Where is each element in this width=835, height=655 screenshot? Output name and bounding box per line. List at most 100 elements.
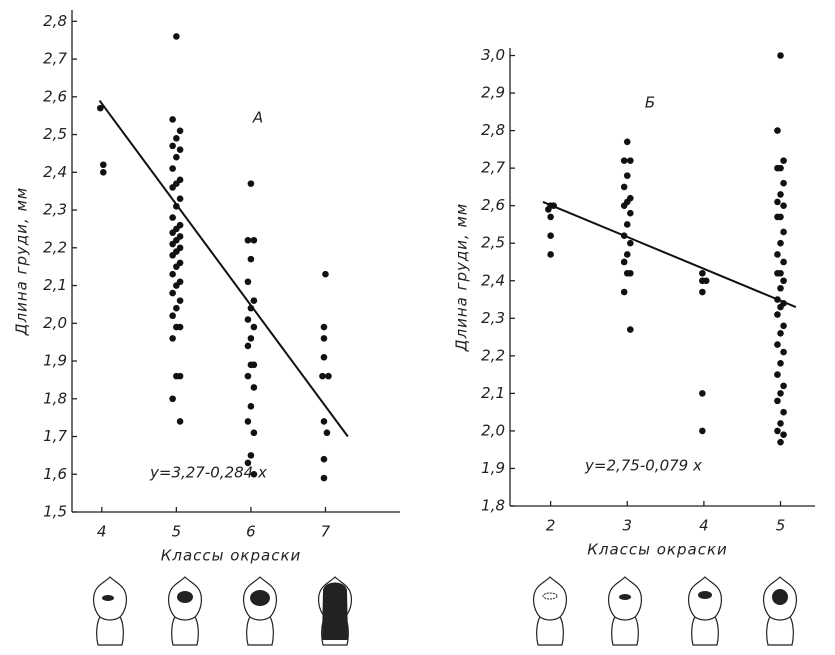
point (780, 382, 787, 390)
y-tick-label: 1,9 (481, 459, 505, 477)
point (250, 236, 258, 244)
point (777, 284, 784, 292)
coloring-icon (92, 576, 128, 646)
point (320, 323, 328, 331)
point (173, 263, 180, 270)
coloring-icon (687, 576, 723, 646)
point (320, 335, 328, 342)
equation: y=2,75-0,079 x (584, 457, 702, 475)
point (780, 348, 787, 356)
point (777, 330, 784, 337)
point (323, 429, 331, 437)
point (320, 474, 328, 482)
icon-spot (542, 592, 558, 600)
point (620, 157, 628, 164)
point (777, 52, 784, 59)
point (627, 326, 634, 333)
y-tick-label: 2,0 (481, 421, 505, 439)
point (176, 195, 184, 203)
coloring-icon (607, 576, 643, 646)
point (176, 127, 184, 135)
x-axis-label: Классы окраски (587, 541, 728, 559)
y-tick-label: 2,3 (43, 201, 67, 219)
point (244, 316, 252, 323)
y-tick-label: 2,1 (43, 276, 67, 294)
y-axis-label: Длина груди, мм (453, 203, 471, 352)
y-tick-label: 2,5 (481, 234, 505, 252)
point (780, 277, 787, 285)
point (325, 372, 332, 380)
point (169, 395, 176, 403)
point (173, 153, 180, 161)
x-tick-label: 7 (321, 523, 331, 541)
point (173, 33, 180, 40)
point (100, 161, 107, 169)
x-tick-label: 4 (97, 523, 107, 541)
point (176, 418, 184, 425)
y-tick-label: 2,7 (481, 159, 505, 177)
point (169, 184, 176, 191)
point (173, 323, 180, 331)
y-tick-label: 1,8 (481, 497, 505, 515)
point (176, 146, 184, 153)
icon-spot (177, 591, 193, 603)
point (627, 157, 634, 164)
point (250, 429, 258, 437)
point (774, 397, 781, 405)
y-tick-label: 2,5 (43, 125, 67, 143)
point (320, 418, 328, 425)
regression-line (542, 200, 797, 308)
point (774, 269, 781, 277)
y-tick-label: 2,8 (481, 121, 505, 139)
y-tick-label: 2,0 (43, 314, 67, 332)
icon-spot (698, 591, 712, 599)
y-tick-label: 2,2 (481, 346, 505, 364)
y-tick-label: 1,6 (43, 465, 67, 483)
point (247, 403, 255, 410)
point (623, 138, 631, 146)
x-tick-label: 3 (622, 517, 632, 535)
point (169, 214, 176, 221)
point (169, 270, 176, 278)
point (780, 258, 787, 266)
point (169, 142, 176, 150)
point (169, 335, 176, 342)
icon-spot (619, 594, 631, 600)
point (322, 270, 329, 278)
x-tick-label: 5 (776, 517, 786, 535)
panel-label: А (252, 109, 263, 127)
coloring-icon (167, 576, 203, 646)
y-tick-label: 1,5 (43, 503, 67, 521)
x-tick-label: 2 (546, 517, 556, 535)
y-tick-label: 2,1 (481, 384, 505, 402)
point (169, 116, 176, 123)
point (780, 202, 787, 209)
point (699, 277, 706, 285)
point (780, 157, 787, 164)
point (547, 232, 554, 240)
point (169, 312, 176, 320)
point (623, 221, 631, 228)
point (320, 455, 328, 463)
point (774, 341, 781, 348)
point (780, 431, 787, 438)
y-tick-label: 2,8 (43, 12, 67, 30)
point (247, 335, 255, 342)
icon-spot (322, 582, 348, 640)
point (780, 408, 787, 416)
point (627, 209, 634, 217)
point (247, 452, 255, 459)
point (620, 183, 628, 191)
point (169, 229, 176, 236)
point (169, 240, 176, 248)
y-tick-label: 1,8 (43, 389, 67, 407)
equation: y=3,27-0,284 x (149, 464, 267, 482)
point (320, 353, 328, 361)
point (244, 459, 252, 467)
point (244, 372, 252, 380)
point (173, 135, 180, 142)
point (777, 303, 784, 311)
point (627, 239, 634, 247)
point (774, 164, 781, 172)
